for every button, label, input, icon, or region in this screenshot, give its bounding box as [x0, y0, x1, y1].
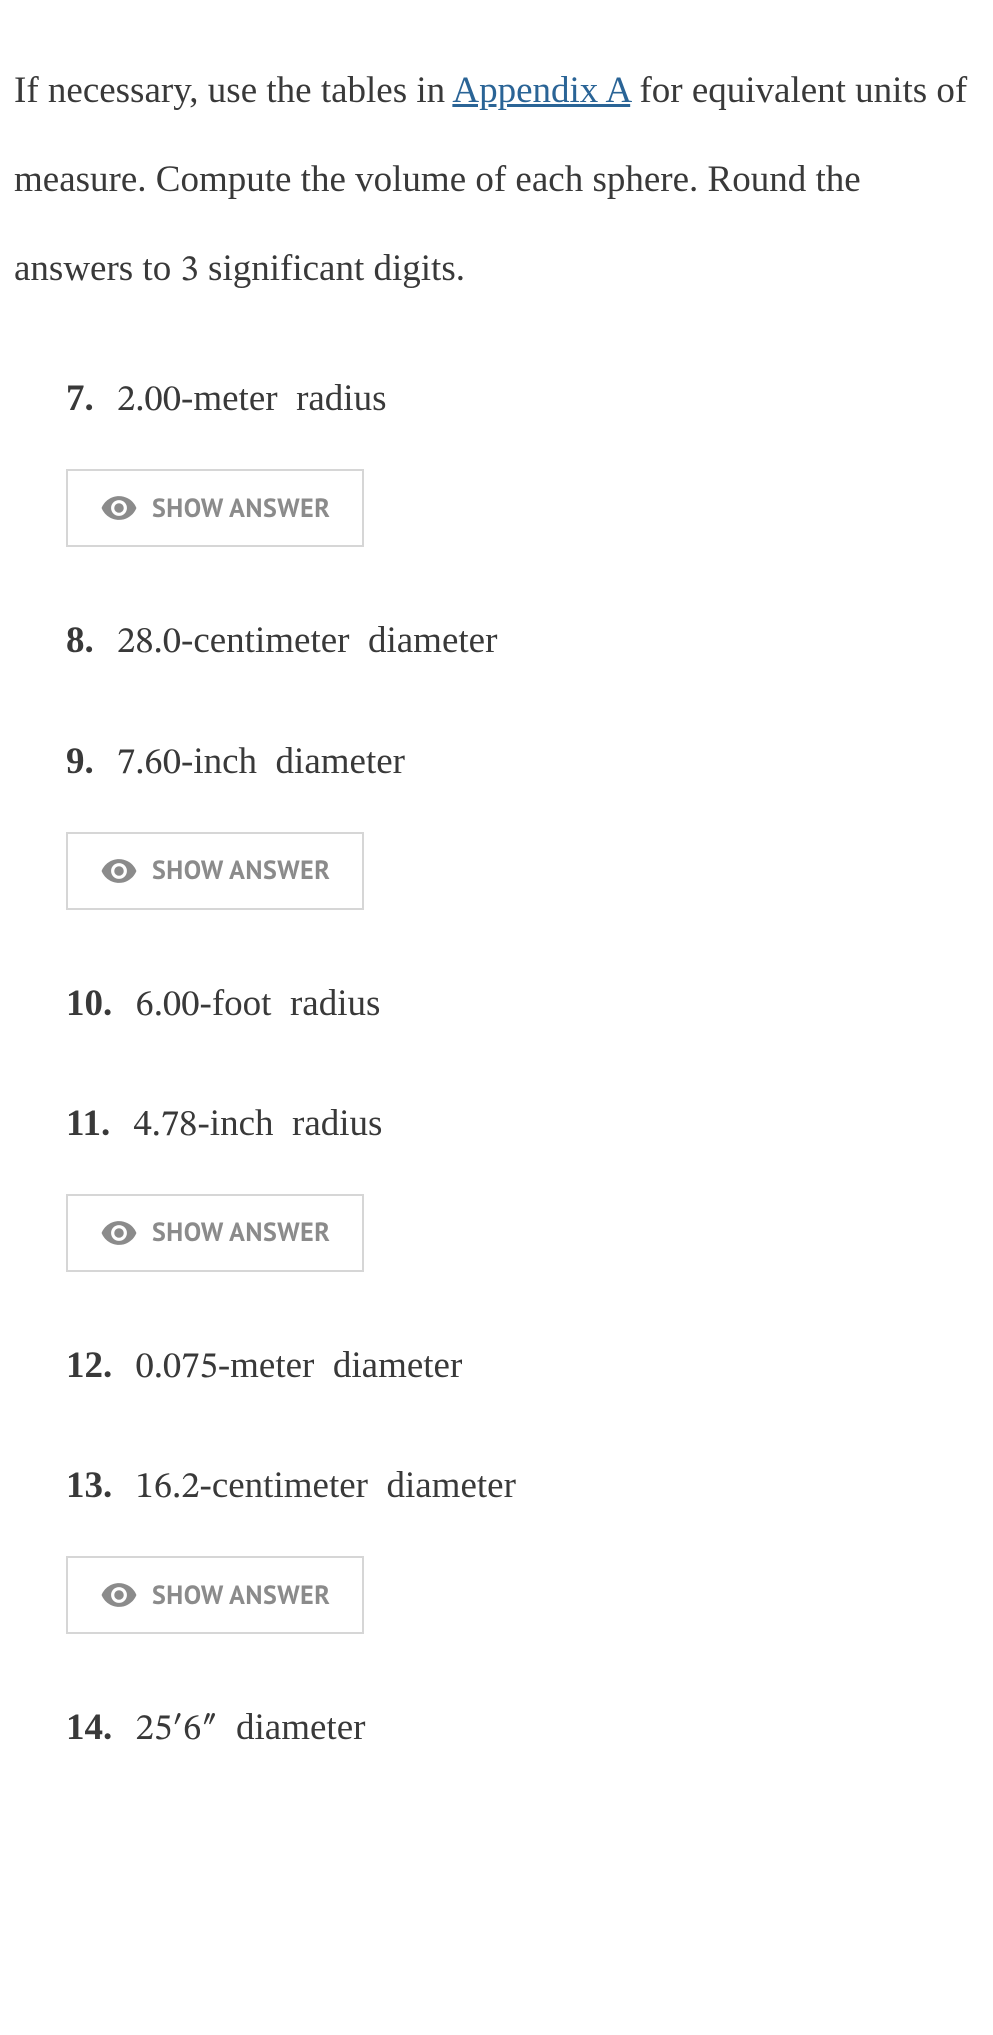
question-text: 12. 0.075-meter diameter — [66, 1342, 979, 1392]
question-item: 9. 7.60-inch diameter SHOW ANSWER — [66, 738, 979, 910]
eye-icon — [100, 852, 138, 890]
appendix-link[interactable]: Appendix A — [452, 70, 630, 111]
question-value: 0.075 — [136, 1349, 218, 1386]
question-qty: diameter — [276, 741, 405, 782]
question-qty: diameter — [236, 1707, 365, 1748]
page: If necessary, use the tables in Appendix… — [0, 0, 993, 1864]
question-qty: radius — [296, 378, 386, 419]
show-answer-label: SHOW ANSWER — [152, 1216, 330, 1249]
question-qty: radius — [292, 1103, 382, 1144]
sig-digits: 3 — [180, 252, 198, 289]
show-answer-label: SHOW ANSWER — [152, 492, 330, 525]
question-unit: -meter — [218, 1345, 315, 1386]
show-answer-label: SHOW ANSWER — [152, 1579, 330, 1612]
question-text: 10. 6.00-foot radius — [66, 980, 979, 1030]
question-value: 25′6″ — [136, 1711, 218, 1748]
question-text: 9. 7.60-inch diameter — [66, 738, 979, 788]
intro-text-post2: significant digits. — [199, 248, 465, 289]
question-qty: diameter — [368, 620, 497, 661]
question-qty: diameter — [333, 1345, 462, 1386]
eye-icon — [100, 489, 138, 527]
show-answer-button[interactable]: SHOW ANSWER — [66, 469, 364, 547]
question-unit: -inch — [181, 741, 257, 782]
question-unit: -meter — [181, 378, 278, 419]
question-number: 7. — [66, 378, 94, 419]
question-unit: -inch — [197, 1103, 273, 1144]
question-number: 12. — [66, 1345, 112, 1386]
question-value: 7.60 — [117, 745, 181, 782]
show-answer-button[interactable]: SHOW ANSWER — [66, 1194, 364, 1272]
question-number: 9. — [66, 741, 94, 782]
show-answer-button[interactable]: SHOW ANSWER — [66, 832, 364, 910]
question-text: 7. 2.00-meter radius — [66, 375, 979, 425]
question-qty: diameter — [386, 1465, 515, 1506]
question-item: 10. 6.00-foot radius — [66, 980, 979, 1030]
question-number: 14. — [66, 1707, 112, 1748]
question-unit: -foot — [200, 983, 272, 1024]
intro-text-pre: If necessary, use the tables in — [14, 70, 452, 111]
eye-icon — [100, 1214, 138, 1252]
question-number: 10. — [66, 983, 112, 1024]
question-item: 14. 25′6″ diameter — [66, 1704, 979, 1754]
question-value: 28.0 — [117, 624, 181, 661]
question-item: 7. 2.00-meter radius SHOW ANSWER — [66, 375, 979, 547]
question-text: 11. 4.78-inch radius — [66, 1100, 979, 1150]
question-item: 13. 16.2-centimeter diameter SHOW ANSWER — [66, 1462, 979, 1634]
question-value: 16.2 — [136, 1469, 200, 1506]
question-value: 2.00 — [117, 382, 181, 419]
question-value: 4.78 — [133, 1107, 197, 1144]
question-text: 8. 28.0-centimeter diameter — [66, 617, 979, 667]
question-unit: -centimeter — [200, 1465, 368, 1506]
question-qty: radius — [290, 983, 380, 1024]
question-unit: -centimeter — [181, 620, 349, 661]
question-list: 7. 2.00-meter radius SHOW ANSWER 8. 28.0… — [14, 375, 979, 1754]
question-value: 6.00 — [136, 987, 200, 1024]
question-item: 8. 28.0-centimeter diameter — [66, 617, 979, 667]
show-answer-button[interactable]: SHOW ANSWER — [66, 1556, 364, 1634]
question-text: 13. 16.2-centimeter diameter — [66, 1462, 979, 1512]
intro-paragraph: If necessary, use the tables in Appendix… — [14, 47, 979, 315]
question-number: 11. — [66, 1103, 110, 1144]
show-answer-label: SHOW ANSWER — [152, 854, 330, 887]
question-item: 11. 4.78-inch radius SHOW ANSWER — [66, 1100, 979, 1272]
question-number: 13. — [66, 1465, 112, 1506]
question-text: 14. 25′6″ diameter — [66, 1704, 979, 1754]
question-item: 12. 0.075-meter diameter — [66, 1342, 979, 1392]
eye-icon — [100, 1576, 138, 1614]
question-number: 8. — [66, 620, 94, 661]
